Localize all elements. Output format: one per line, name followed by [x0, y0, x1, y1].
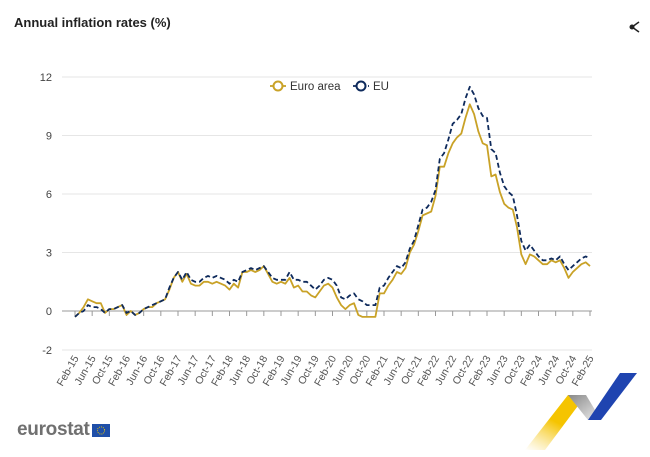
legend-marker [355, 80, 367, 92]
y-tick-label: -2 [42, 345, 52, 357]
legend-marker [272, 80, 284, 92]
line-chart: -2036912Feb-15Jun-15Oct-15Feb-16Jun-16Oc… [40, 72, 597, 388]
y-tick-label: 3 [46, 248, 52, 260]
y-tick-label: 6 [46, 189, 52, 201]
y-tick-label: 12 [40, 72, 52, 84]
decorative-ribbon-icon [525, 373, 637, 450]
legend-label: EU [373, 81, 389, 93]
share-icon[interactable] [628, 20, 642, 34]
series-line-euro-area [74, 103, 591, 318]
y-tick-label: 9 [46, 131, 52, 143]
logo-text: eurostat [17, 419, 90, 440]
chart-title: Annual inflation rates (%) [14, 15, 171, 30]
eu-flag-icon [91, 423, 110, 437]
legend-label: Euro area [290, 81, 341, 93]
series-line-eu [74, 85, 591, 318]
y-tick-label: 0 [46, 306, 52, 318]
eurostat-logo[interactable]: eurostat [17, 419, 110, 441]
